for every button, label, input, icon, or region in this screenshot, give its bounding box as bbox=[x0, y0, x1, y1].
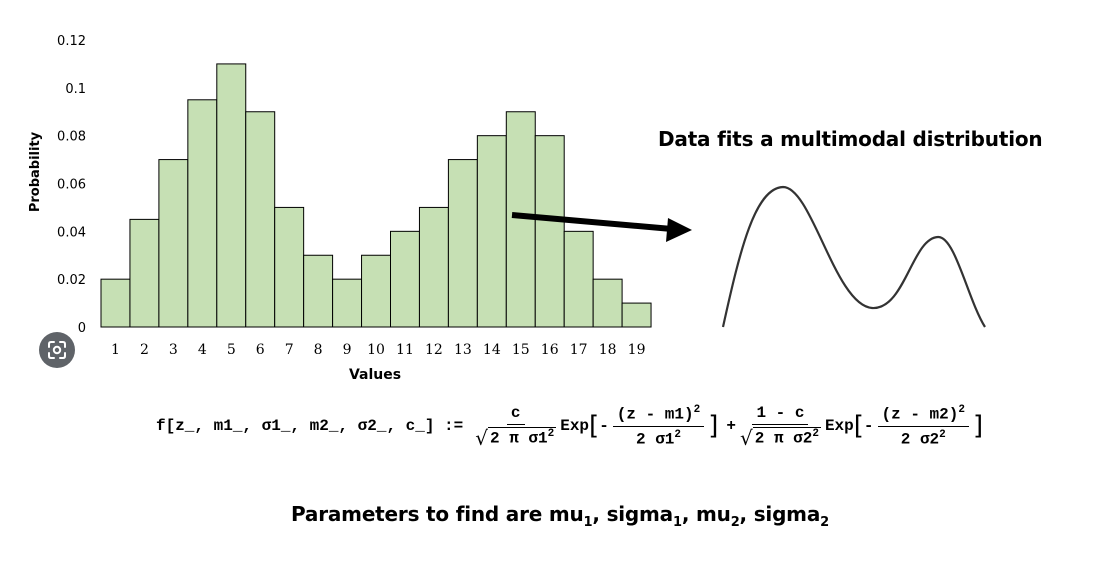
bar bbox=[390, 230, 420, 328]
google-lens-icon bbox=[48, 341, 66, 359]
bar bbox=[621, 302, 652, 328]
bar bbox=[592, 278, 623, 328]
term1-denominator: √ 2 π σ12 bbox=[475, 425, 557, 450]
bar bbox=[418, 206, 449, 328]
bar bbox=[129, 218, 160, 328]
exponent2-fraction: (z - m2)2 2 σ22 bbox=[877, 404, 969, 448]
y-tick-label: 0 bbox=[78, 321, 86, 336]
x-tick-label: 11 bbox=[396, 342, 414, 358]
x-tick-label: 7 bbox=[285, 342, 294, 358]
bar bbox=[361, 254, 391, 328]
y-axis-label: Probability bbox=[28, 131, 43, 212]
x-tick-label: 5 bbox=[227, 342, 236, 358]
bar bbox=[245, 111, 276, 328]
bar bbox=[332, 278, 363, 328]
arrow-line bbox=[511, 212, 673, 232]
term2-numerator: 1 - c bbox=[752, 404, 809, 426]
term1-numerator: c bbox=[506, 404, 525, 426]
x-tick-label: 12 bbox=[425, 342, 443, 358]
bar bbox=[447, 159, 478, 328]
bar bbox=[303, 254, 334, 328]
exponent1-fraction: (z - m1)2 2 σ12 bbox=[612, 404, 705, 448]
y-axis-ticks: 0 0.02 0.04 0.06 0.08 0.1 0.12 bbox=[57, 34, 86, 336]
y-tick-label: 0.1 bbox=[65, 82, 86, 97]
exp-function: Exp bbox=[560, 417, 590, 435]
google-lens-button[interactable] bbox=[39, 332, 75, 368]
multimodal-curve bbox=[721, 185, 986, 328]
formula: f[z_, m1_, σ1_, m2_, σ2_, c_] := c √ 2 π … bbox=[156, 404, 984, 450]
x-tick-label: 15 bbox=[512, 342, 530, 358]
term2-denominator: √ 2 π σ22 bbox=[739, 425, 821, 450]
plus-sign: + bbox=[726, 417, 736, 435]
y-tick-label: 0.08 bbox=[57, 130, 86, 145]
x-tick-label: 16 bbox=[541, 342, 559, 358]
y-tick-label: 0.04 bbox=[57, 225, 86, 240]
x-tick-label: 18 bbox=[599, 342, 617, 358]
x-tick-label: 1 bbox=[111, 342, 120, 358]
x-tick-label: 2 bbox=[140, 342, 149, 358]
x-axis-label: Values bbox=[349, 367, 401, 383]
x-axis-ticks: 1 2 3 4 5 6 7 8 9 10 11 12 13 14 15 16 17 18 19 bbox=[111, 342, 645, 358]
histogram-chart: 00.020.040.060.080.10.12 1 2 3 4 5 6 7 8 9 10 11 12… bbox=[28, 34, 986, 383]
bar bbox=[187, 99, 218, 328]
x-tick-label: 4 bbox=[198, 342, 207, 358]
x-tick-label: 3 bbox=[169, 342, 178, 358]
parameters-text: Parameters to find are mu1, sigma1, mu2,… bbox=[291, 502, 829, 530]
x-tick-label: 6 bbox=[256, 342, 265, 358]
x-tick-label: 10 bbox=[367, 342, 385, 358]
x-tick-label: 8 bbox=[314, 342, 323, 358]
bar bbox=[476, 135, 507, 328]
bar bbox=[563, 230, 594, 328]
bar bbox=[274, 206, 305, 328]
x-tick-label: 14 bbox=[483, 342, 501, 358]
bars bbox=[100, 63, 652, 328]
x-tick-label: 9 bbox=[343, 342, 352, 358]
term1-fraction: c √ 2 π σ12 bbox=[475, 404, 557, 450]
bar bbox=[100, 278, 131, 328]
y-tick-label: 0.12 bbox=[57, 34, 86, 49]
bar bbox=[216, 63, 247, 328]
y-tick-label: 0.06 bbox=[57, 178, 86, 193]
x-tick-label: 17 bbox=[570, 342, 588, 358]
formula-lhs: f[z_, m1_, σ1_, m2_, σ2_, c_] := bbox=[156, 417, 464, 435]
x-tick-label: 13 bbox=[454, 342, 472, 358]
x-tick-label: 19 bbox=[628, 342, 646, 358]
term2-fraction: 1 - c √ 2 π σ22 bbox=[739, 404, 821, 450]
bar bbox=[158, 159, 189, 328]
exp-function-2: Exp bbox=[824, 417, 854, 435]
bar bbox=[534, 135, 565, 328]
fit-title: Data fits a multimodal distribution bbox=[658, 127, 1043, 151]
arrow-head bbox=[666, 218, 692, 242]
y-tick-label: 0.02 bbox=[57, 273, 86, 288]
